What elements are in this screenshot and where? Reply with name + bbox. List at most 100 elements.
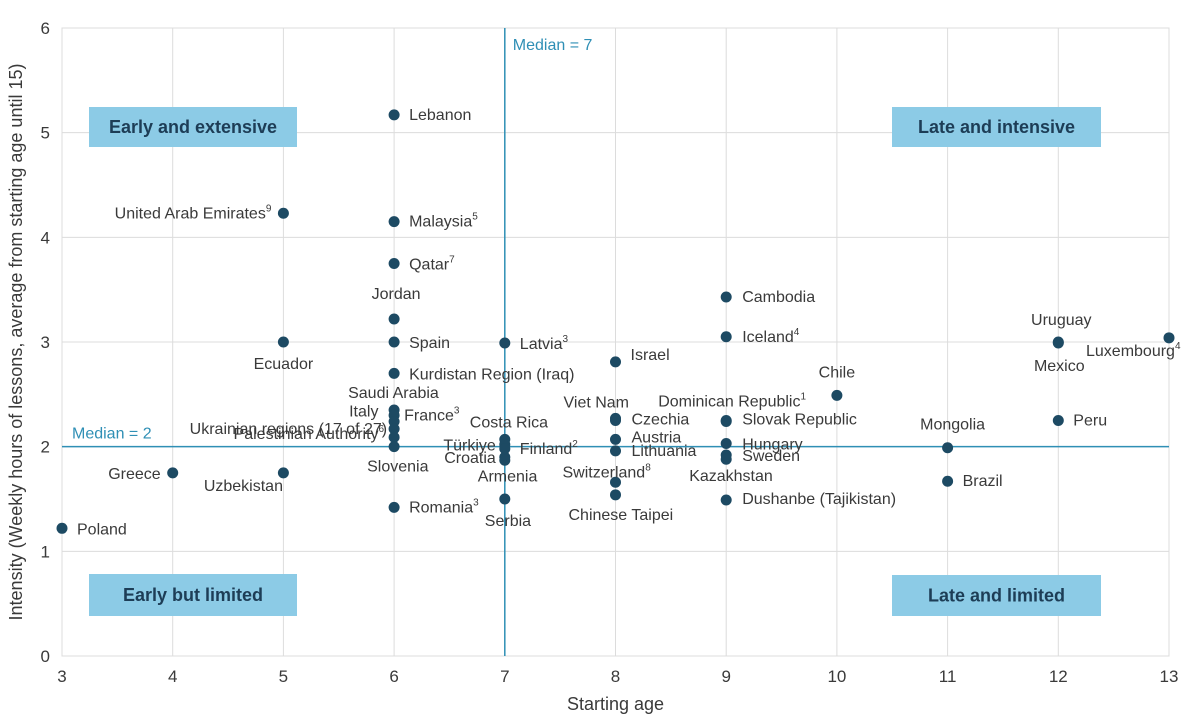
point-label-ukrainian-regions-17-of-27: Ukrainian regions (17 of 27) bbox=[190, 421, 387, 438]
y-axis-title: Intensity (Weekly hours of lessons, aver… bbox=[6, 64, 26, 621]
point-label-footnote: 3 bbox=[563, 334, 569, 345]
point-label-peru: Peru bbox=[1073, 413, 1107, 430]
point-label-kurdistan-region-iraq: Kurdistan Region (Iraq) bbox=[409, 366, 574, 383]
quadrant-box-late-and-intensive bbox=[892, 107, 1101, 147]
point-label-austria: Austria bbox=[632, 429, 682, 446]
point-label-qatar: Qatar7 bbox=[409, 255, 455, 274]
point-label-italy: Italy bbox=[349, 403, 378, 420]
point-iceland bbox=[720, 331, 732, 343]
point-label-malaysia: Malaysia5 bbox=[409, 212, 478, 231]
point-label-costa-rica: Costa Rica bbox=[470, 414, 548, 431]
point-label-switzerland: Switzerland8 bbox=[563, 462, 652, 481]
point-label-footnote: 9 bbox=[266, 203, 272, 214]
point-mongolia bbox=[942, 442, 954, 454]
point-label-slovenia: Slovenia bbox=[367, 459, 428, 476]
point-dushanbe-tajikistan bbox=[720, 494, 732, 506]
point-label-cambodia: Cambodia bbox=[742, 289, 815, 306]
point-cambodia bbox=[720, 291, 732, 303]
point-label-finland: Finland2 bbox=[520, 439, 578, 458]
point-label-iceland: Iceland4 bbox=[742, 327, 800, 346]
point-israel bbox=[610, 356, 621, 368]
point-label-luxembourg: Luxembourg4 bbox=[1086, 341, 1181, 360]
point-label-uruguay: Uruguay bbox=[1031, 312, 1091, 329]
point-label-kazakhstan: Kazakhstan bbox=[689, 468, 773, 485]
point-label-armenia: Armenia bbox=[478, 468, 538, 485]
point-finland bbox=[499, 443, 511, 455]
point-label-hungary: Hungary bbox=[742, 437, 802, 454]
quadrant-label-early-and-extensive: Early and extensive bbox=[109, 117, 277, 137]
point-label-united-arab-emirates: United Arab Emirates9 bbox=[115, 203, 272, 222]
x-tick-label: 5 bbox=[279, 667, 288, 686]
point-label-spain: Spain bbox=[409, 335, 450, 352]
point-brazil bbox=[942, 475, 954, 487]
point-chile bbox=[831, 389, 843, 401]
point-label-footnote: 7 bbox=[449, 255, 455, 266]
point-label-uzbekistan: Uzbekistan bbox=[204, 478, 283, 495]
point-label-romania: Romania3 bbox=[409, 497, 479, 516]
point-label-footnote: 2 bbox=[572, 439, 578, 450]
point-slovenia bbox=[388, 441, 400, 453]
point-peru bbox=[1052, 415, 1064, 426]
point-jordan bbox=[388, 313, 400, 325]
point-label-poland: Poland bbox=[77, 521, 127, 538]
point-austria bbox=[610, 433, 621, 445]
point-spain bbox=[388, 336, 400, 348]
point-label-footnote: 3 bbox=[473, 497, 479, 508]
point-chinese-taipei bbox=[610, 489, 621, 501]
point-label-footnote: 4 bbox=[794, 327, 800, 338]
quadrant-box-late-and-limited bbox=[892, 575, 1101, 616]
point-czechia bbox=[610, 415, 621, 426]
point-uzbekistan bbox=[277, 467, 289, 479]
median-label-x: Median = 7 bbox=[513, 37, 593, 54]
point-label-chile: Chile bbox=[819, 364, 856, 381]
point-slovak-republic bbox=[720, 416, 732, 428]
y-tick-label: 3 bbox=[41, 333, 50, 352]
point-label-brazil: Brazil bbox=[963, 473, 1003, 490]
point-armenia bbox=[499, 454, 511, 466]
y-tick-label: 5 bbox=[41, 124, 50, 143]
x-tick-label: 12 bbox=[1049, 667, 1068, 686]
point-label-footnote: 4 bbox=[1175, 341, 1181, 352]
y-tick-label: 0 bbox=[41, 647, 50, 666]
x-tick-label: 7 bbox=[500, 667, 509, 686]
point-latvia bbox=[499, 337, 511, 349]
x-tick-label: 6 bbox=[389, 667, 398, 686]
point-serbia bbox=[499, 493, 511, 505]
point-label-mexico: Mexico bbox=[1034, 358, 1085, 375]
point-label-lebanon: Lebanon bbox=[409, 107, 471, 124]
quadrant-box-early-but-limited bbox=[89, 574, 297, 616]
quadrant-label-late-and-limited: Late and limited bbox=[928, 586, 1065, 606]
point-label-mongolia: Mongolia bbox=[920, 417, 985, 434]
point-label-saudi-arabia: Saudi Arabia bbox=[348, 385, 439, 402]
point-label-slovak-republic: Slovak Republic bbox=[742, 412, 857, 429]
point-label-croatia: Croatia bbox=[444, 450, 496, 467]
point-label-israel: Israel bbox=[631, 347, 670, 364]
y-tick-label: 2 bbox=[41, 438, 50, 457]
x-tick-label: 13 bbox=[1160, 667, 1179, 686]
point-label-footnote: 8 bbox=[645, 462, 651, 473]
point-united-arab-emirates bbox=[277, 207, 289, 219]
point-ecuador bbox=[277, 336, 289, 348]
point-label-ecuador: Ecuador bbox=[254, 356, 314, 373]
x-tick-label: 9 bbox=[721, 667, 730, 686]
x-tick-label: 3 bbox=[57, 667, 66, 686]
point-label-sweden: Sweden bbox=[742, 448, 800, 465]
point-romania bbox=[388, 501, 400, 513]
point-poland bbox=[56, 522, 68, 534]
median-label-y: Median = 2 bbox=[72, 426, 152, 443]
y-tick-label: 1 bbox=[41, 542, 50, 561]
point-label-greece: Greece bbox=[108, 466, 161, 483]
x-tick-label: 11 bbox=[939, 667, 957, 686]
point-label-dushanbe-tajikistan: Dushanbe (Tajikistan) bbox=[742, 491, 896, 508]
point-kurdistan-region-iraq bbox=[388, 367, 400, 379]
point-label-france: France3 bbox=[404, 406, 460, 425]
point-mexico bbox=[1052, 337, 1064, 349]
point-ukrainian-regions-17-of-27 bbox=[388, 423, 400, 435]
point-label-serbia: Serbia bbox=[485, 513, 531, 530]
point-greece bbox=[167, 467, 179, 479]
x-tick-label: 8 bbox=[611, 667, 620, 686]
point-label-chinese-taipei: Chinese Taipei bbox=[569, 507, 674, 524]
point-hungary bbox=[720, 438, 732, 450]
quadrant-box-early-and-extensive bbox=[89, 107, 297, 147]
